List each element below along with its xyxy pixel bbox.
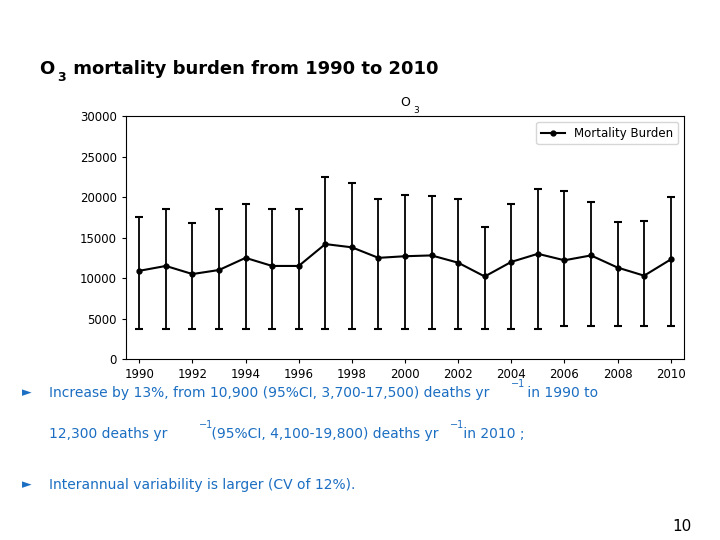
Text: mortality burden from 1990 to 2010: mortality burden from 1990 to 2010 (67, 60, 438, 78)
Text: Results: Results (316, 13, 404, 33)
Text: in 2010 ;: in 2010 ; (459, 427, 524, 441)
Text: 10: 10 (672, 518, 691, 534)
Text: (95%CI, 4,100-19,800) deaths yr: (95%CI, 4,100-19,800) deaths yr (207, 427, 439, 441)
Text: in 1990 to: in 1990 to (523, 386, 598, 400)
Legend: Mortality Burden: Mortality Burden (536, 122, 678, 144)
Text: Increase by 13%, from 10,900 (95%CI, 3,700-17,500) deaths yr: Increase by 13%, from 10,900 (95%CI, 3,7… (49, 386, 490, 400)
Text: O: O (400, 96, 410, 109)
Text: 3: 3 (58, 71, 66, 84)
Text: 3: 3 (413, 106, 419, 116)
Text: 12,300 deaths yr: 12,300 deaths yr (49, 427, 167, 441)
Text: −1: −1 (199, 420, 213, 430)
Text: ►: ► (22, 386, 31, 399)
Text: Interannual variability is larger (CV of 12%).: Interannual variability is larger (CV of… (49, 478, 356, 492)
Text: ►: ► (22, 478, 31, 491)
Text: −1: −1 (511, 379, 526, 389)
Text: O: O (40, 60, 55, 78)
Text: −1: −1 (450, 420, 464, 430)
